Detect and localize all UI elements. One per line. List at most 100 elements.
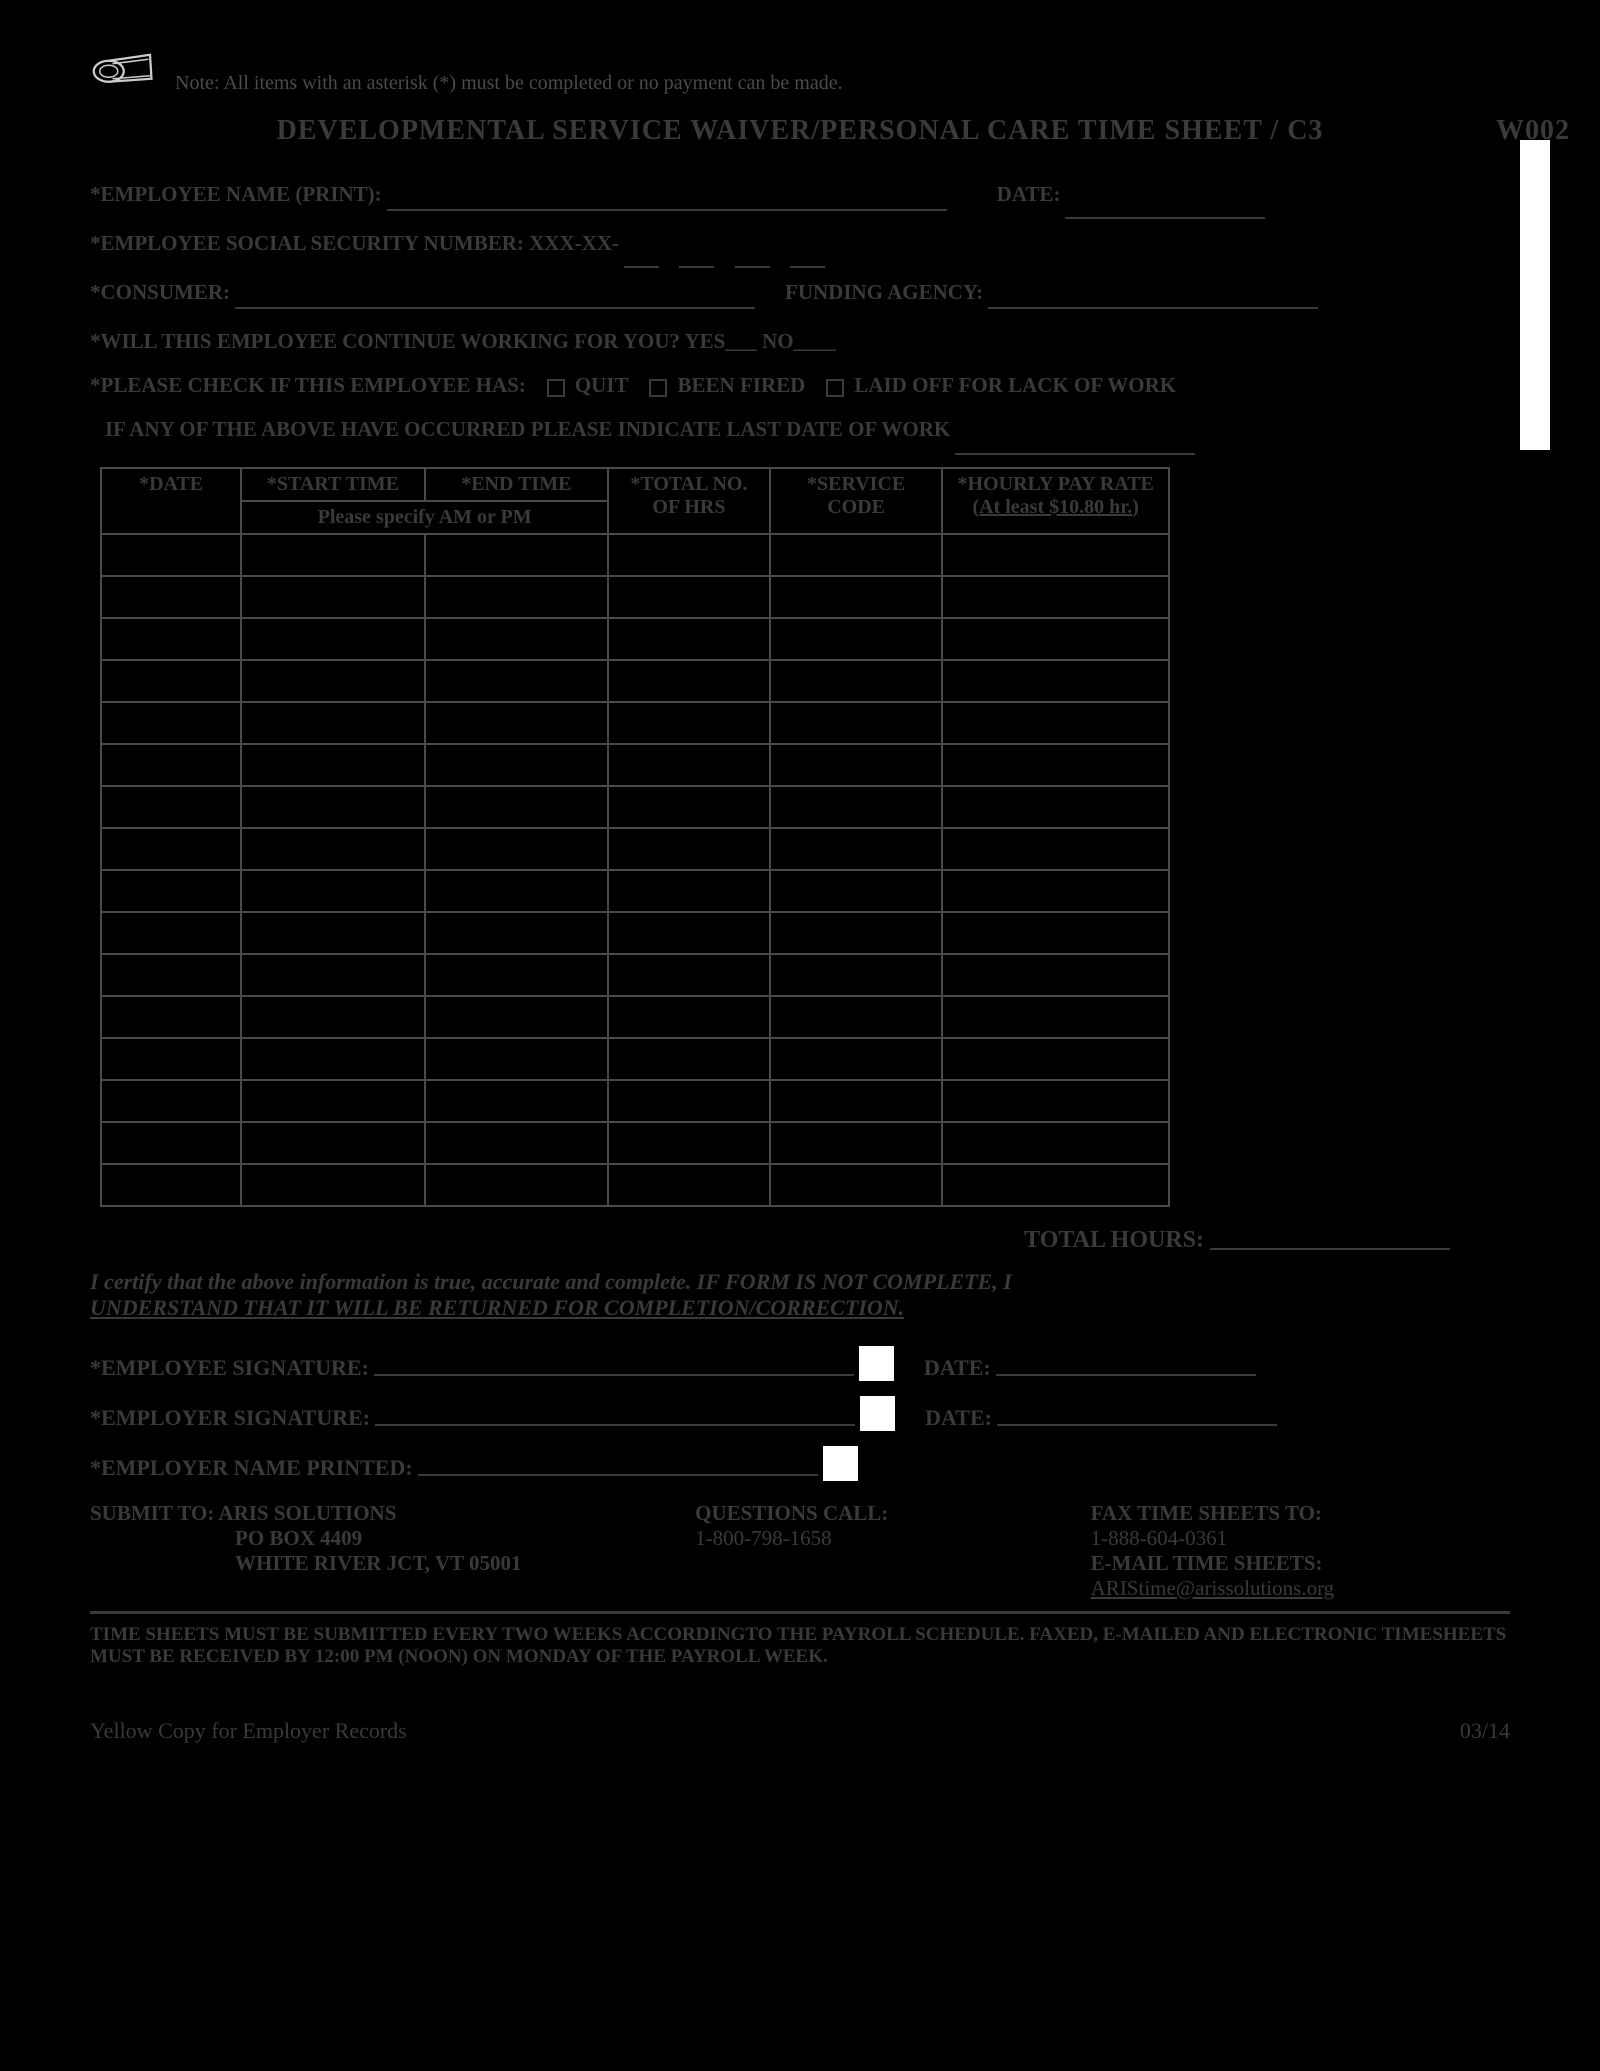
- table-cell[interactable]: [241, 1164, 424, 1206]
- table-cell[interactable]: [101, 996, 241, 1038]
- table-cell[interactable]: [608, 1038, 770, 1080]
- table-cell[interactable]: [608, 1122, 770, 1164]
- table-cell[interactable]: [942, 954, 1169, 996]
- table-cell[interactable]: [770, 1164, 943, 1206]
- table-cell[interactable]: [425, 1080, 608, 1122]
- table-cell[interactable]: [425, 1164, 608, 1206]
- table-cell[interactable]: [942, 1080, 1169, 1122]
- last-date-input[interactable]: [955, 407, 1195, 454]
- table-cell[interactable]: [770, 1038, 943, 1080]
- table-cell[interactable]: [241, 954, 424, 996]
- table-cell[interactable]: [770, 996, 943, 1038]
- table-cell[interactable]: [101, 954, 241, 996]
- table-cell[interactable]: [425, 870, 608, 912]
- table-cell[interactable]: [770, 534, 943, 576]
- table-cell[interactable]: [608, 744, 770, 786]
- total-hours-input[interactable]: [1210, 1248, 1450, 1250]
- employee-name-input[interactable]: [387, 172, 947, 211]
- table-cell[interactable]: [425, 660, 608, 702]
- date-input[interactable]: [1065, 172, 1265, 219]
- table-cell[interactable]: [608, 660, 770, 702]
- table-cell[interactable]: [425, 618, 608, 660]
- table-cell[interactable]: [101, 534, 241, 576]
- table-cell[interactable]: [425, 744, 608, 786]
- table-cell[interactable]: [942, 786, 1169, 828]
- table-cell[interactable]: [101, 702, 241, 744]
- table-cell[interactable]: [608, 954, 770, 996]
- table-cell[interactable]: [942, 660, 1169, 702]
- table-cell[interactable]: [770, 618, 943, 660]
- table-cell[interactable]: [608, 870, 770, 912]
- table-cell[interactable]: [942, 702, 1169, 744]
- table-cell[interactable]: [101, 1164, 241, 1206]
- fired-checkbox[interactable]: [649, 379, 667, 397]
- table-cell[interactable]: [241, 1080, 424, 1122]
- table-cell[interactable]: [425, 702, 608, 744]
- table-cell[interactable]: [770, 702, 943, 744]
- table-cell[interactable]: [101, 828, 241, 870]
- table-cell[interactable]: [241, 1038, 424, 1080]
- table-cell[interactable]: [101, 912, 241, 954]
- table-cell[interactable]: [770, 744, 943, 786]
- table-cell[interactable]: [101, 660, 241, 702]
- table-cell[interactable]: [770, 870, 943, 912]
- sig-date2-input[interactable]: [997, 1424, 1277, 1426]
- table-cell[interactable]: [770, 828, 943, 870]
- table-cell[interactable]: [425, 1038, 608, 1080]
- table-cell[interactable]: [101, 744, 241, 786]
- table-cell[interactable]: [608, 1164, 770, 1206]
- table-cell[interactable]: [942, 576, 1169, 618]
- ssn-d1[interactable]: [624, 221, 659, 268]
- table-cell[interactable]: [770, 1122, 943, 1164]
- table-cell[interactable]: [425, 996, 608, 1038]
- table-cell[interactable]: [425, 1122, 608, 1164]
- table-cell[interactable]: [608, 912, 770, 954]
- ssn-d3[interactable]: [735, 221, 770, 268]
- table-cell[interactable]: [101, 786, 241, 828]
- table-cell[interactable]: [425, 828, 608, 870]
- laidoff-checkbox[interactable]: [826, 379, 844, 397]
- ssn-d2[interactable]: [679, 221, 714, 268]
- table-cell[interactable]: [241, 828, 424, 870]
- table-cell[interactable]: [425, 954, 608, 996]
- table-cell[interactable]: [101, 576, 241, 618]
- table-cell[interactable]: [942, 996, 1169, 1038]
- table-cell[interactable]: [942, 828, 1169, 870]
- employee-sig-input[interactable]: [374, 1374, 854, 1376]
- table-cell[interactable]: [770, 576, 943, 618]
- table-cell[interactable]: [101, 1122, 241, 1164]
- table-cell[interactable]: [241, 912, 424, 954]
- table-cell[interactable]: [241, 870, 424, 912]
- table-cell[interactable]: [425, 912, 608, 954]
- table-cell[interactable]: [425, 576, 608, 618]
- table-cell[interactable]: [425, 786, 608, 828]
- table-cell[interactable]: [241, 1122, 424, 1164]
- table-cell[interactable]: [241, 576, 424, 618]
- consumer-input[interactable]: [235, 270, 755, 309]
- table-cell[interactable]: [241, 534, 424, 576]
- table-cell[interactable]: [942, 744, 1169, 786]
- table-cell[interactable]: [241, 996, 424, 1038]
- table-cell[interactable]: [425, 534, 608, 576]
- table-cell[interactable]: [770, 660, 943, 702]
- table-cell[interactable]: [608, 618, 770, 660]
- table-cell[interactable]: [608, 1080, 770, 1122]
- table-cell[interactable]: [942, 534, 1169, 576]
- table-cell[interactable]: [942, 1164, 1169, 1206]
- table-cell[interactable]: [942, 870, 1169, 912]
- table-cell[interactable]: [942, 912, 1169, 954]
- table-cell[interactable]: [608, 534, 770, 576]
- table-cell[interactable]: [608, 576, 770, 618]
- table-cell[interactable]: [608, 996, 770, 1038]
- table-cell[interactable]: [101, 618, 241, 660]
- table-cell[interactable]: [770, 954, 943, 996]
- table-cell[interactable]: [101, 1080, 241, 1122]
- table-cell[interactable]: [241, 786, 424, 828]
- employer-sig-input[interactable]: [375, 1424, 855, 1426]
- quit-checkbox[interactable]: [547, 379, 565, 397]
- table-cell[interactable]: [101, 870, 241, 912]
- table-cell[interactable]: [241, 660, 424, 702]
- table-cell[interactable]: [241, 618, 424, 660]
- table-cell[interactable]: [770, 912, 943, 954]
- table-cell[interactable]: [608, 828, 770, 870]
